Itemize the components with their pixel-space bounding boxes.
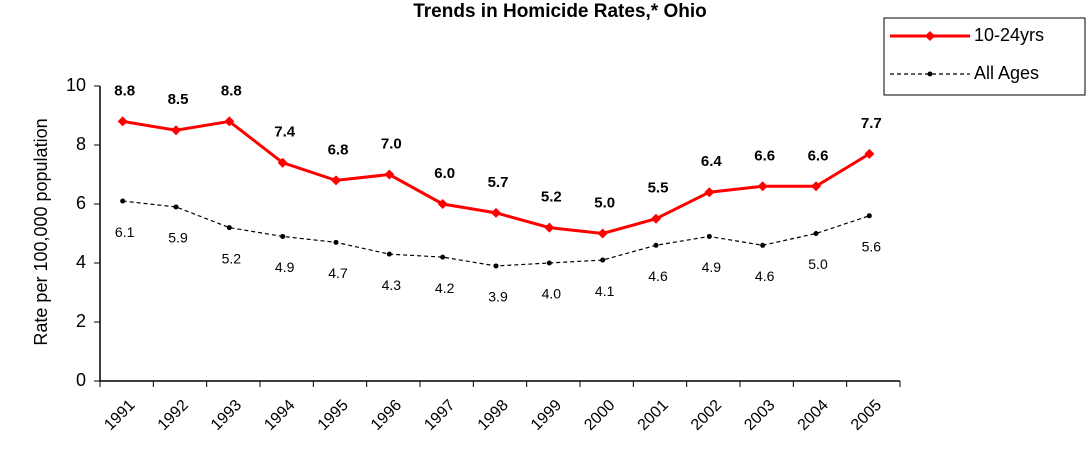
data-label: 5.5 xyxy=(648,180,669,197)
data-label: 6.6 xyxy=(754,147,775,164)
legend-label: All Ages xyxy=(974,63,1039,83)
x-tick-label: 1999 xyxy=(528,397,565,434)
point xyxy=(491,207,501,218)
data-label: 5.7 xyxy=(488,174,509,191)
y-axis-label: Rate per 100,000 population xyxy=(31,118,51,345)
data-label: 6.8 xyxy=(328,141,349,158)
data-label: 5.0 xyxy=(594,194,615,211)
data-label: 6.1 xyxy=(115,224,135,240)
x-tick-label: 1998 xyxy=(475,397,512,434)
data-label: 5.9 xyxy=(168,230,188,246)
point xyxy=(706,233,712,239)
data-label: 8.5 xyxy=(168,91,189,108)
data-label: 4.7 xyxy=(328,265,348,281)
data-label: 4.3 xyxy=(382,277,402,293)
data-label: 6.4 xyxy=(701,153,723,170)
x-tick-label: 2000 xyxy=(581,397,618,434)
point xyxy=(597,228,608,239)
y-tick-label: 6 xyxy=(76,193,86,213)
data-label: 3.9 xyxy=(488,289,508,305)
point xyxy=(493,263,499,269)
data-label: 4.6 xyxy=(755,268,775,284)
point xyxy=(226,225,232,231)
point xyxy=(331,175,341,186)
point xyxy=(546,260,552,266)
legend-label: 10-24yrs xyxy=(974,25,1044,45)
data-label: 4.2 xyxy=(435,280,455,296)
y-tick-label: 10 xyxy=(66,75,86,95)
point xyxy=(760,242,766,248)
point xyxy=(651,213,661,224)
chart-title: Trends in Homicide Rates,* Ohio xyxy=(413,1,707,22)
data-label: 4.1 xyxy=(595,283,615,299)
point xyxy=(117,116,128,127)
point xyxy=(120,198,126,204)
data-label: 5.6 xyxy=(862,239,882,255)
point xyxy=(864,148,875,159)
point xyxy=(386,251,392,257)
point xyxy=(653,242,659,248)
y-tick-label: 4 xyxy=(76,252,86,272)
data-label: 5.2 xyxy=(222,250,242,266)
point xyxy=(280,233,286,239)
point xyxy=(440,254,446,260)
data-label: 5.2 xyxy=(541,189,562,206)
point xyxy=(866,213,872,219)
point xyxy=(813,231,819,236)
data-label: 6.0 xyxy=(434,165,455,182)
point xyxy=(544,222,555,233)
data-label: 7.7 xyxy=(861,115,882,132)
data-label: 7.0 xyxy=(381,135,402,152)
x-tick-label: 2001 xyxy=(635,397,672,434)
point xyxy=(437,199,448,209)
data-label: 4.9 xyxy=(275,259,295,275)
data-label: 8.8 xyxy=(221,82,242,99)
point xyxy=(277,157,288,168)
x-tick-label: 1995 xyxy=(315,397,352,434)
x-tick-label: 1994 xyxy=(261,397,298,434)
point xyxy=(704,187,715,198)
legend-marker xyxy=(927,71,933,77)
point xyxy=(757,181,768,192)
x-tick-label: 1992 xyxy=(155,397,192,434)
x-tick-label: 2004 xyxy=(795,397,832,434)
x-tick-label: 1996 xyxy=(368,397,405,434)
point xyxy=(384,169,395,180)
point xyxy=(171,125,181,136)
data-label: 5.0 xyxy=(808,256,828,272)
x-tick-label: 2002 xyxy=(688,397,725,434)
x-tick-label: 1993 xyxy=(208,397,245,434)
y-tick-label: 2 xyxy=(76,311,86,331)
x-tick-label: 2003 xyxy=(741,397,778,434)
legend-marker xyxy=(925,31,935,41)
data-label: 7.4 xyxy=(274,124,296,141)
point xyxy=(811,181,821,192)
x-tick-label: 1991 xyxy=(101,397,138,434)
x-tick-label: 2005 xyxy=(848,397,885,434)
data-label: 4.6 xyxy=(648,268,668,284)
point xyxy=(173,204,179,210)
point xyxy=(333,239,339,245)
point xyxy=(600,257,606,263)
data-label: 8.8 xyxy=(114,82,135,99)
y-tick-label: 0 xyxy=(76,370,86,390)
data-label: 4.0 xyxy=(542,286,562,302)
legend xyxy=(883,17,1086,96)
point xyxy=(224,116,235,127)
y-tick-label: 8 xyxy=(76,134,86,154)
x-tick-label: 1997 xyxy=(421,397,458,434)
data-label: 6.6 xyxy=(808,147,829,164)
data-label: 4.9 xyxy=(702,259,722,275)
